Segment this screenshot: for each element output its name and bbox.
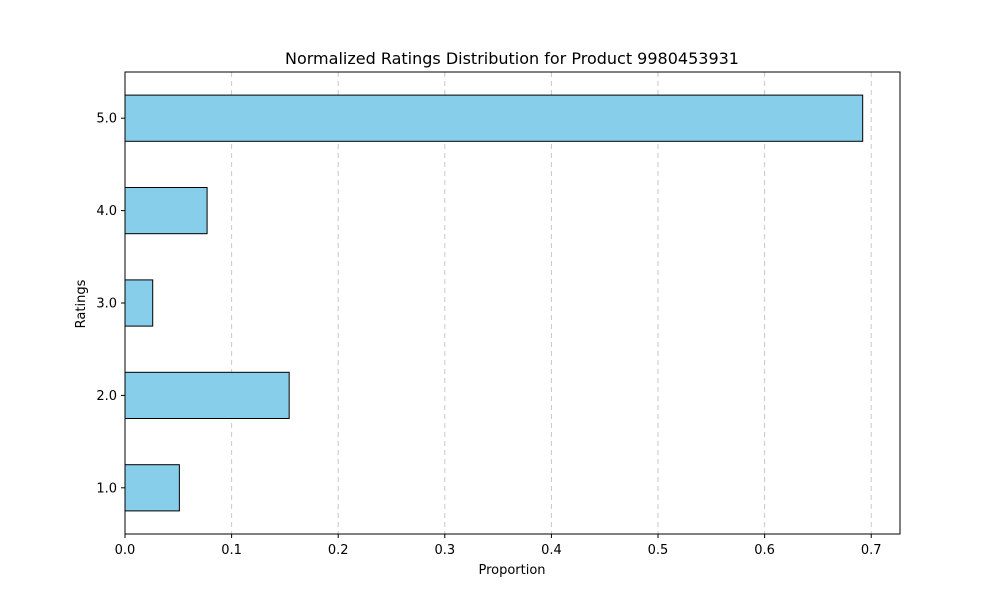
- x-tick-label: 0.7: [861, 543, 882, 558]
- x-axis-ticks: 0.0 0.1 0.2 0.3 0.4 0.5 0.6 0.7: [115, 534, 882, 558]
- y-tick-label: 1.0: [96, 481, 117, 496]
- y-tick-label: 5.0: [96, 112, 117, 127]
- x-tick-label: 0.3: [434, 543, 455, 558]
- bar-rating-3-0: [124, 279, 154, 327]
- bar-rating-1-0: [124, 464, 180, 512]
- y-tick-label: 2.0: [96, 389, 117, 404]
- bars: [124, 94, 864, 512]
- x-tick-label: 0.5: [648, 543, 669, 558]
- x-tick-label: 0.6: [754, 543, 775, 558]
- x-tick-label: 0.2: [328, 543, 349, 558]
- bar-rating-4-0: [124, 187, 208, 235]
- x-tick-label: 0.0: [115, 543, 136, 558]
- y-tick-label: 3.0: [96, 297, 117, 312]
- x-axis-title: Proportion: [478, 563, 545, 578]
- chart-title: Normalized Ratings Distribution for Prod…: [285, 49, 739, 68]
- x-tick-label: 0.1: [221, 543, 242, 558]
- bar-rating-5-0: [124, 94, 864, 142]
- y-axis-title: Ratings: [74, 279, 89, 328]
- y-axis-ticks: 1.0 2.0 3.0 4.0 5.0: [96, 112, 125, 496]
- bar-rating-2-0: [124, 371, 290, 419]
- x-tick-label: 0.4: [541, 543, 562, 558]
- y-tick-label: 4.0: [96, 204, 117, 219]
